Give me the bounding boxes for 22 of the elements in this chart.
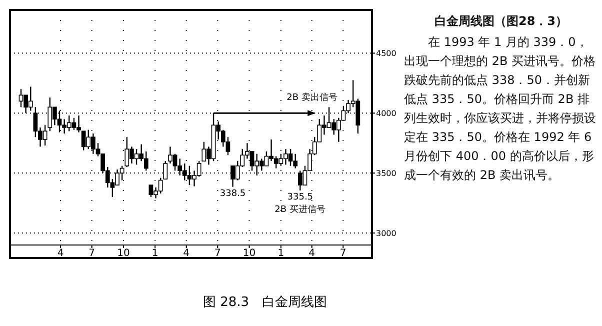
annotation: 2B 买进信号 (274, 204, 326, 215)
y-tick-label: 4000 (376, 109, 396, 118)
x-tick-label: 4 (308, 248, 316, 259)
x-tick-label: 10 (117, 248, 130, 259)
annotation: 2B 卖出信号 (286, 92, 338, 103)
x-tick-label: 4 (57, 248, 64, 259)
x-tick-label: 10 (242, 248, 256, 259)
y-tick-label: 3500 (376, 169, 396, 178)
x-tick-label: 7 (88, 248, 96, 259)
x-tick-label: 4 (183, 248, 190, 259)
text: 白金周线图（图28．3） (433, 13, 569, 30)
y-tick-label: 4500 (376, 49, 396, 58)
text: 在 1993 年 1 月的 339．0，出现一个理想的 2B 买进讯号。价格跌破先前的低点 338．50．并创新低点 335．50。价格回升而 2B 排列生效时，你应该买进，并将停损设定在 335．50。价格在 1992 年 6 月份创下 400．00 的高价以后，形成一个有效的 2B 卖出讯号。 (404, 34, 597, 184)
annotation: 335.5 (287, 192, 314, 202)
text: 图 28.3 白金周线图 (202, 295, 328, 310)
y-tick-label: 3000 (376, 229, 396, 238)
candlestick (163, 160, 168, 180)
annotation: 338.5 (220, 188, 246, 199)
x-tick-label: 1 (278, 248, 284, 259)
x-tick-label: 1 (152, 248, 158, 259)
x-tick-label: 7 (214, 248, 221, 259)
x-tick-label: 7 (340, 248, 346, 259)
